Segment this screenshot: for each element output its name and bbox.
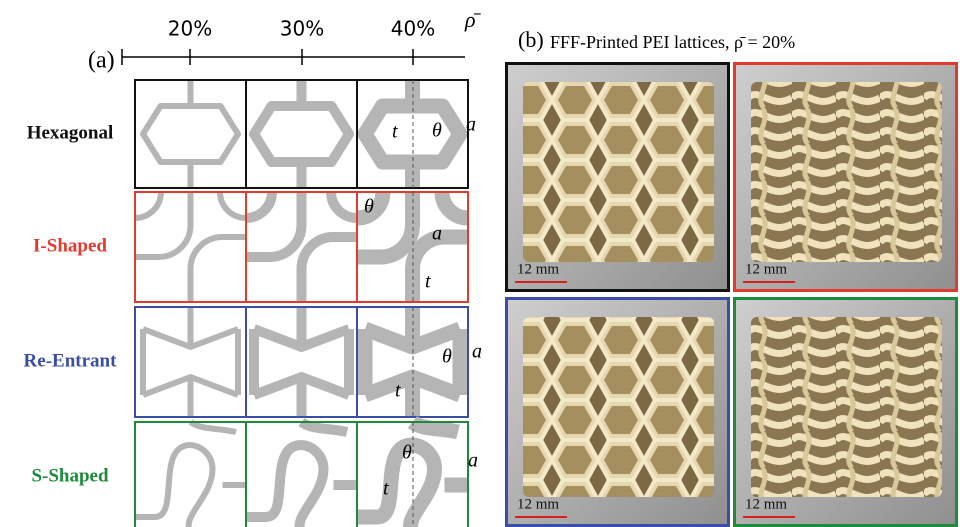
lattice-photo <box>751 317 942 497</box>
lattice-cell <box>143 80 238 188</box>
lattice-cell <box>254 80 349 188</box>
dimension-symbol: t <box>383 478 389 500</box>
panel-label: (b) <box>518 27 544 52</box>
dimension-symbol: θ <box>402 442 412 464</box>
lattice-cell <box>254 307 349 417</box>
scale-bar-label: 12 mm <box>517 496 559 512</box>
density-symbol: ρ̄ <box>464 7 482 32</box>
scale-bar-label: 12 mm <box>745 496 787 512</box>
row-label: Re-Entrant <box>24 350 118 371</box>
lattice-cell <box>135 192 246 302</box>
dimension-symbol: a <box>432 223 442 245</box>
row-label: S-Shaped <box>31 465 109 486</box>
dimension-symbol: θ <box>364 196 374 218</box>
row-label: Hexagonal <box>27 122 114 143</box>
panel-title: FFF-Printed PEI lattices, ρ̄ = 20% <box>550 32 795 52</box>
lattice-cell <box>246 422 357 527</box>
scale-bar-label: 12 mm <box>517 261 559 277</box>
cell-border <box>135 422 246 527</box>
dimension-symbol: t <box>392 121 398 143</box>
lattice-cell <box>143 307 238 417</box>
lattice-cell <box>246 192 357 302</box>
dimension-symbol: a <box>466 114 476 136</box>
scale-bar-label: 12 mm <box>745 261 787 277</box>
row-label: I-Shaped <box>33 235 107 256</box>
lattice-photo <box>751 82 942 262</box>
dimension-symbol: t <box>425 271 431 293</box>
dimension-symbol: θ <box>442 346 452 368</box>
dimension-symbol: θ <box>432 120 442 142</box>
lattice-cell <box>135 422 246 527</box>
lattice-photo <box>523 82 714 262</box>
figure: (a) ρ̄ (b) FFF-Printed PEI lattices, ρ̄ … <box>0 0 960 527</box>
dimension-symbol: a <box>468 450 478 472</box>
dimension-symbol: a <box>472 341 482 363</box>
axis-tick-label: 20% <box>168 17 212 41</box>
axis-tick-label: 40% <box>391 17 435 41</box>
axis-tick-label: 30% <box>280 17 324 41</box>
dimension-symbol: t <box>395 380 401 402</box>
lattice-photo <box>523 317 714 497</box>
panel-label: (a) <box>88 48 115 74</box>
